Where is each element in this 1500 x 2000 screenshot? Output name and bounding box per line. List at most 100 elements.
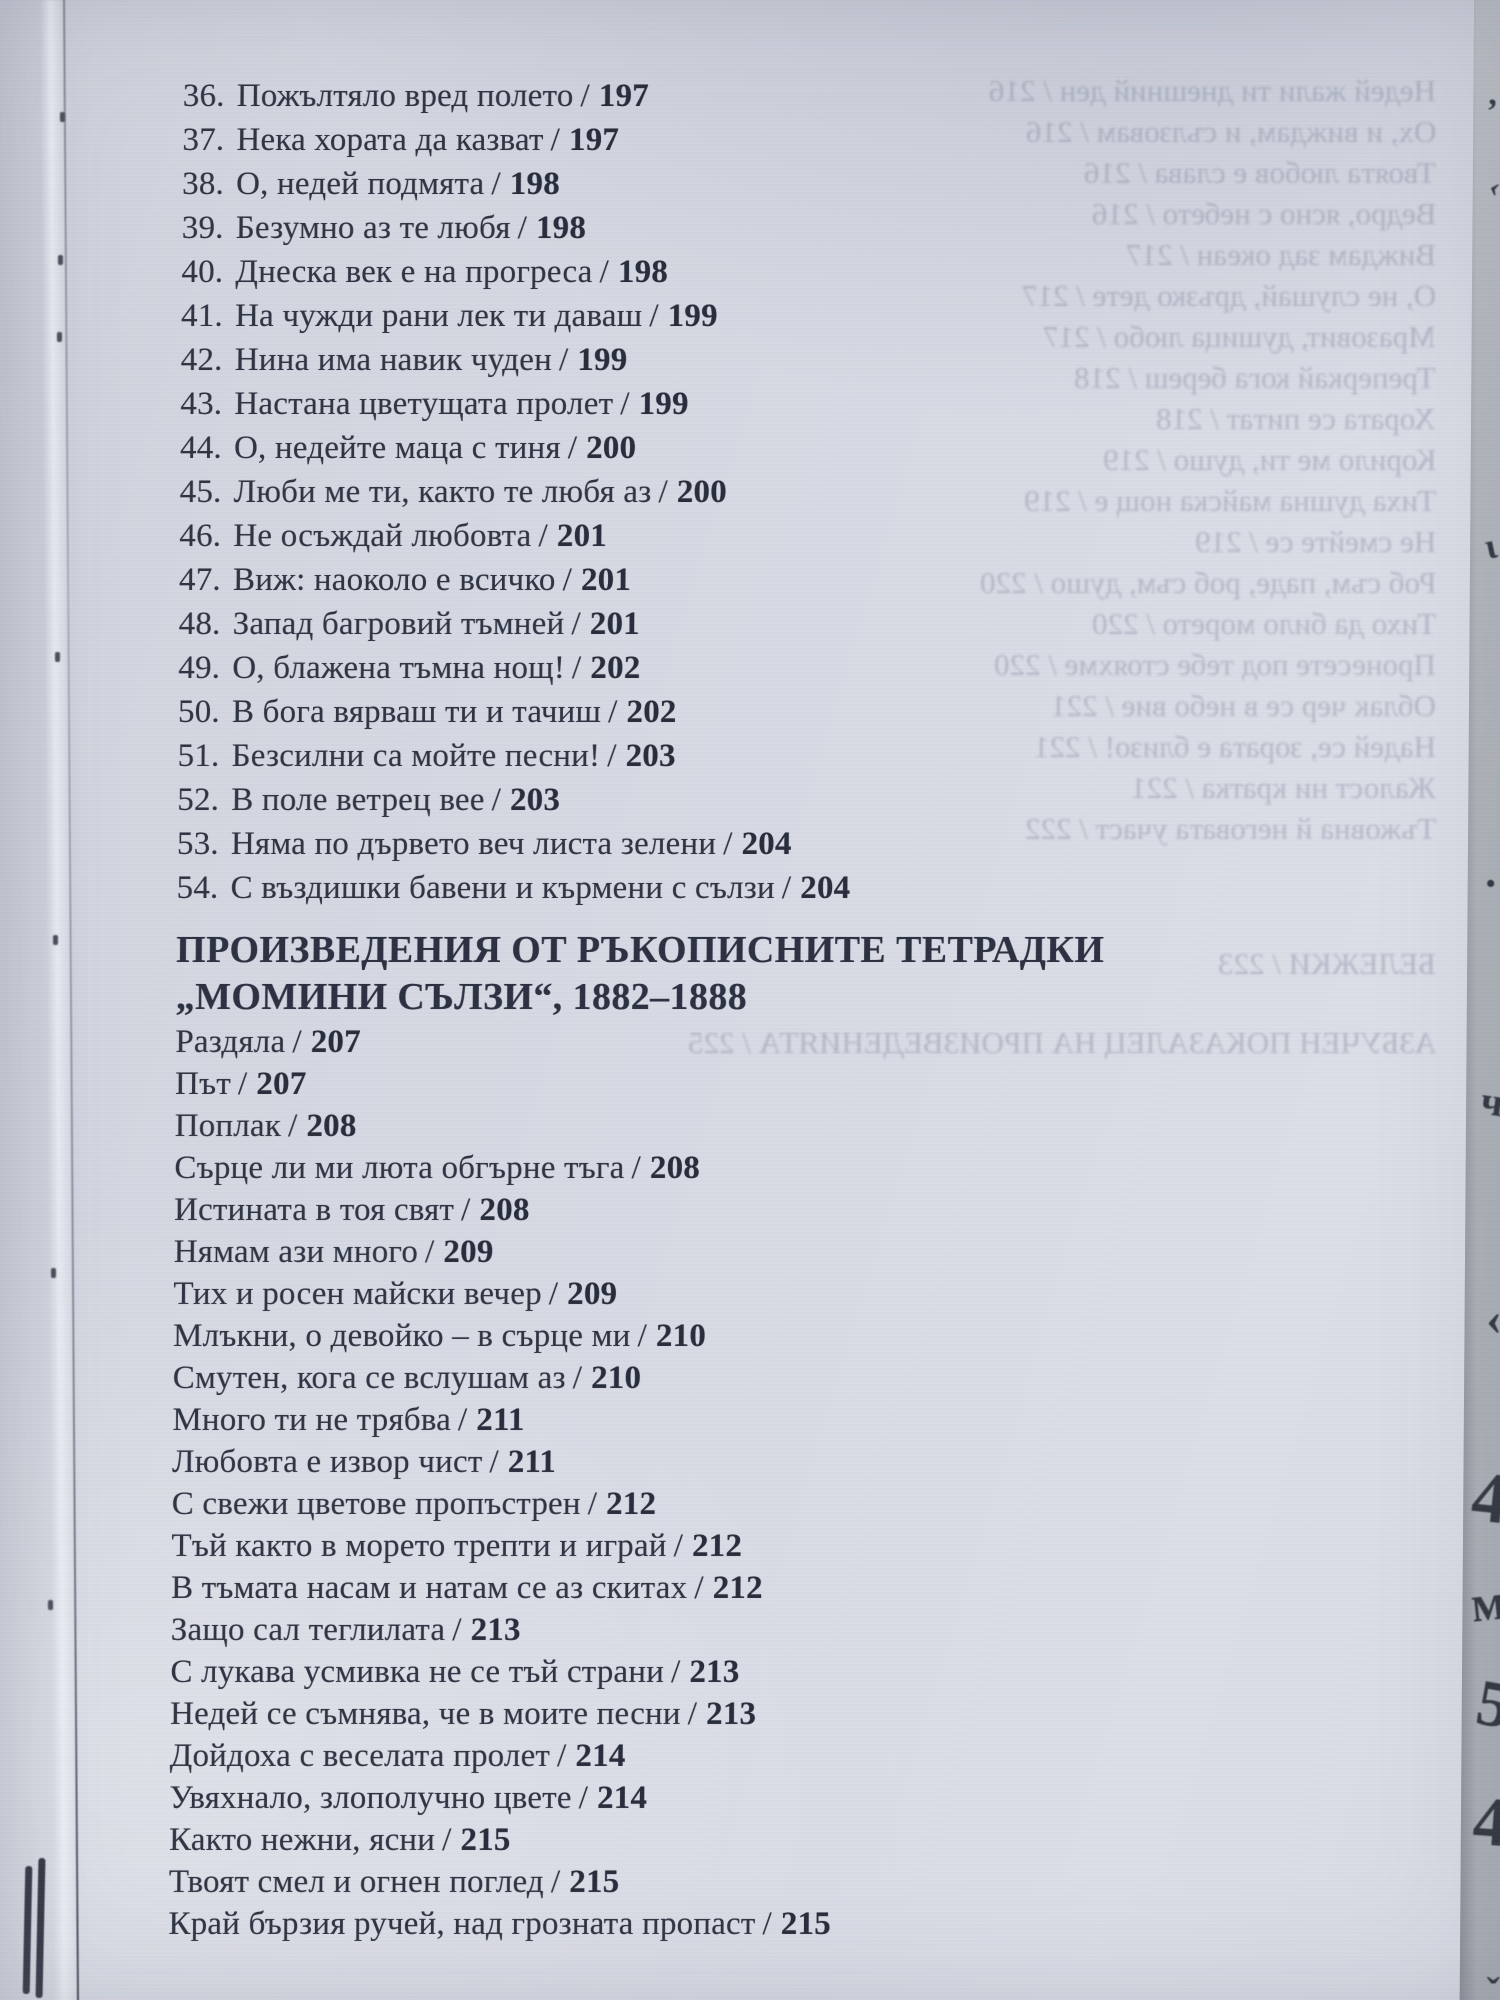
entry-page-number: 212 (691, 1528, 743, 1564)
entry-separator: / (424, 1234, 435, 1270)
entry-title: С въздишки бавени и кърмени с сълзи (230, 870, 775, 906)
handwriting-mark: 4 (1467, 1456, 1500, 1540)
section-heading-line1: ПРОИЗВЕДЕНИЯ ОТ РЪКОПИСНИТЕ ТЕТРАДКИ (175, 929, 1105, 971)
entry-title: О, недей подмята (235, 166, 485, 202)
entry-title: Запад багровий тъмней (232, 606, 565, 642)
entry-page-number: 201 (556, 518, 608, 554)
entry-page-number: 213 (706, 1696, 757, 1732)
entry-number: 44. (179, 430, 223, 466)
toc-entry: 49. О, блажена тъмна нощ!/202 (178, 646, 1338, 690)
entry-number: 43. (180, 386, 223, 422)
entry-separator: / (550, 1864, 561, 1900)
section-heading-line2: „МОМИНИ СЪЛЗИ“, 1882–1888 (175, 976, 748, 1018)
entry-separator: / (567, 430, 578, 466)
entry-number: 51. (177, 738, 220, 774)
entry-separator: / (649, 298, 659, 334)
entry-page-number: 214 (596, 1780, 648, 1816)
toc-entry: 50. В бога вярваш ти и тачиш/202 (178, 690, 1338, 734)
toc-entry: Млъкни, о девойко – в сърце ми/210 (173, 1315, 1333, 1357)
entry-number: 38. (181, 166, 225, 202)
adjacent-surface-strip: ʼ ‹ ι · ч ‹ 4 м 5 4 ˬ (1459, 0, 1500, 2000)
entry-number: 41. (180, 298, 224, 334)
entry-title: Виж: наоколо е всичко (232, 562, 556, 598)
entry-separator: / (558, 342, 569, 378)
entry-page-number: 215 (569, 1864, 620, 1900)
entry-title: Млъкни, о девойко – в сърце ми (172, 1318, 631, 1354)
toc-entry: 51. Безсилни са мойте песни!/203 (177, 734, 1337, 778)
entry-page-number: 197 (568, 122, 620, 158)
entry-separator: / (587, 1486, 598, 1522)
table-of-contents: 36. Пожълтяло вред полето/197 37. Нека хор… (168, 74, 1343, 1945)
entry-page-number: 207 (310, 1024, 361, 1060)
toc-entry: Път/207 (175, 1063, 1335, 1105)
entry-separator: / (578, 1780, 589, 1816)
entry-separator: / (491, 166, 501, 202)
toc-entry: Истината в тоя свят/208 (174, 1189, 1334, 1231)
entry-title: С лукава усмивка не се тъй страни (170, 1654, 665, 1690)
entry-number: 53. (176, 826, 219, 862)
entry-separator: / (631, 1150, 642, 1186)
entry-separator: / (599, 254, 610, 290)
entry-title: На чужди рани лек ти даваш (234, 298, 643, 334)
entry-title: Поплак (174, 1108, 282, 1144)
entry-separator: / (571, 650, 582, 686)
entry-separator: / (460, 1192, 471, 1228)
entry-number: 47. (178, 562, 222, 598)
entry-page-number: 198 (509, 166, 561, 202)
entry-title: Край бързия ручей, над грозната пропаст (168, 1906, 756, 1942)
entry-title: Раздяла (175, 1024, 286, 1060)
entry-page-number: 210 (590, 1360, 642, 1396)
toc-manuscript-list: Раздяла/207 Път/207 Поплак/208 Сърце ли … (168, 1021, 1335, 1945)
entry-title: Увяхнало, злополучно цвете (169, 1780, 572, 1816)
entry-separator: / (287, 1108, 298, 1144)
entry-page-number: 199 (638, 386, 689, 422)
entry-title: Дойдоха с веселата пролет (169, 1738, 551, 1774)
entry-page-number: 210 (655, 1318, 707, 1354)
entry-number: 39. (181, 210, 224, 246)
toc-entry: В тъмата насам и натам се аз скитах/212 (171, 1567, 1331, 1609)
entry-title: Безсилни са мойте песни! (231, 738, 601, 774)
toc-entry: 40. Днеска век е на прогреса/198 (181, 250, 1341, 294)
entry-separator: / (237, 1066, 248, 1102)
toc-entry: 54. С въздишки бавени и кърмени с сълзи/2… (176, 866, 1336, 910)
handwriting-mark: ʼ (1486, 93, 1498, 130)
entry-page-number: 211 (507, 1444, 557, 1480)
entry-title: Смутен, кога се вслушам аз (172, 1360, 566, 1396)
entry-page-number: 202 (590, 650, 641, 686)
entry-title: В тъмата насам и натам се аз скитах (170, 1570, 688, 1606)
entry-title: Безумно аз те любя (235, 210, 511, 246)
entry-title: Много ти не трябва (172, 1402, 452, 1438)
entry-page-number: 208 (649, 1150, 701, 1186)
entry-title: С свежи цветове пропъстрен (171, 1486, 581, 1522)
entry-page-number: 209 (567, 1276, 618, 1312)
entry-title: Нека хората да казват (236, 122, 544, 158)
toc-entry: Сърце ли ми люта обгърне тъга/208 (174, 1147, 1334, 1189)
entry-page-number: 207 (256, 1066, 307, 1102)
toc-entry: Увяхнало, злополучно цвете/214 (169, 1777, 1329, 1819)
entry-title: О, недейте маца с тиня (233, 430, 561, 466)
toc-entry: Недей се съмнява, че в моите песни/213 (170, 1693, 1330, 1735)
entry-separator: / (452, 1612, 462, 1648)
entry-title: Защо сал теглилата (170, 1612, 446, 1648)
toc-entry: 48. Запад багровий тъмней/201 (179, 602, 1339, 646)
handwriting-mark: ‹ (1486, 1295, 1500, 1343)
entry-separator: / (607, 694, 618, 730)
entry-title: Не осъждай любовта (233, 518, 532, 554)
handwriting-mark: 5 (1470, 1665, 1500, 1744)
entry-number: 42. (180, 342, 223, 378)
entry-page-number: 201 (589, 606, 641, 642)
toc-entry: Както нежни, ясни/215 (169, 1819, 1329, 1861)
handwriting-mark: м (1467, 1573, 1500, 1634)
toc-entry: Тъй както в морето трепти и играй/212 (171, 1525, 1331, 1567)
entry-separator: / (620, 386, 630, 422)
entry-page-number: 203 (625, 738, 676, 774)
margin-pen-mark (22, 1865, 33, 1995)
entry-title: Любовта е извор чист (171, 1444, 483, 1480)
toc-entry: Твоят смел и огнен поглед/215 (169, 1861, 1329, 1903)
toc-entry: 46. Не осъждай любовта/201 (179, 514, 1339, 558)
entry-page-number: 211 (476, 1402, 525, 1438)
entry-page-number: 212 (712, 1570, 763, 1606)
entry-page-number: 213 (689, 1654, 740, 1690)
entry-page-number: 214 (575, 1738, 626, 1774)
